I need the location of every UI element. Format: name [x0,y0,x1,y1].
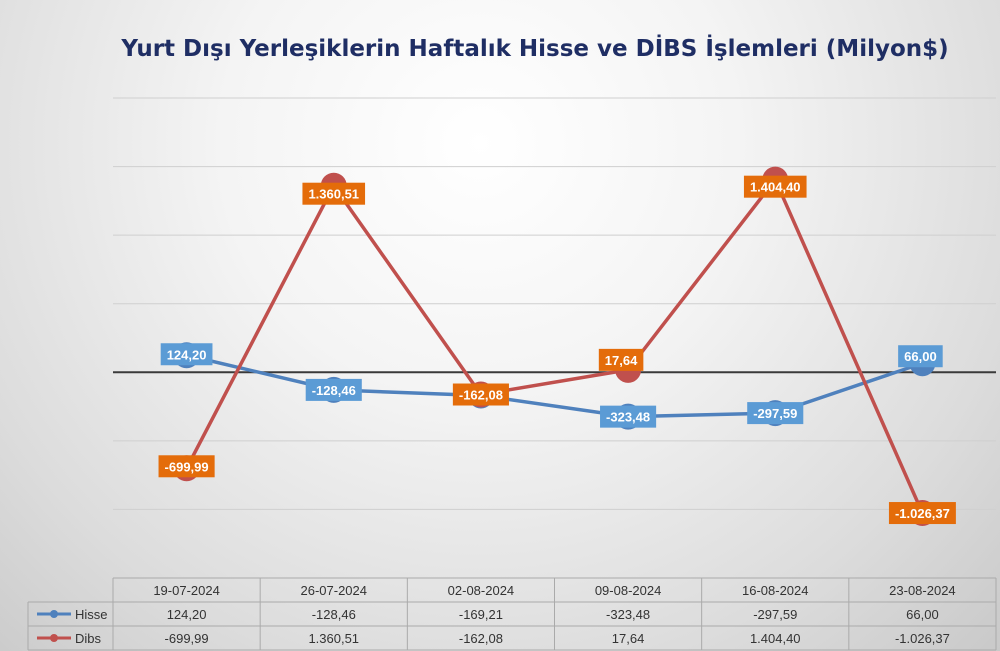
data-label-hisse: -297,59 [747,402,804,425]
table-cell: -297,59 [753,607,797,622]
data-label-hisse: 124,20 [160,343,213,366]
data-label-text: -297,59 [753,406,797,421]
table-cell: -699,99 [165,631,209,646]
x-tick-label: 19-07-2024 [153,583,220,598]
x-tick-label: 16-08-2024 [742,583,809,598]
table-cell: -169,21 [459,607,503,622]
data-label-text: -1.026,37 [895,506,950,521]
table-cell: 1.360,51 [308,631,359,646]
data-label-dibs: -699,99 [158,455,215,478]
data-label-hisse: -323,48 [600,405,657,428]
data-label-box [743,175,807,198]
data-label-text: 1.360,51 [308,187,359,202]
table-cell: -162,08 [459,631,503,646]
legend-key-marker-hisse [50,610,58,618]
data-label-dibs: 1.404,40 [743,175,807,198]
table-cell: 66,00 [906,607,939,622]
legend-label-hisse: Hisse [75,607,108,622]
data-label-text: -128,46 [312,383,356,398]
series-line-dibs [185,177,925,514]
data-label-box [600,405,657,428]
data-label-dibs: 17,64 [598,348,644,371]
series-line-hisse [186,353,923,419]
data-label-dibs: 1.360,51 [302,182,366,205]
table-cell: -323,48 [606,607,650,622]
data-label-text: 66,00 [904,349,937,364]
data-label-box [452,383,509,406]
table-cell: 1.404,40 [750,631,801,646]
data-label-box [888,502,956,525]
x-tick-label: 26-07-2024 [301,583,368,598]
table-cell: -1.026,37 [895,631,950,646]
data-label-box [598,348,644,371]
x-tick-label: 09-08-2024 [595,583,662,598]
data-label-box [747,402,804,425]
chart-title: Yurt Dışı Yerleşiklerin Haftalık Hisse v… [121,36,949,62]
data-label-hisse: -128,46 [305,378,362,401]
data-label-box [158,455,215,478]
x-tick-label: 23-08-2024 [889,583,956,598]
data-label-box [302,182,366,205]
data-label-box [160,343,213,366]
data-label-text: 124,20 [167,347,207,362]
legend-key-marker-dibs [50,634,58,642]
table-cell: 17,64 [612,631,645,646]
data-label-text: -323,48 [606,410,650,425]
data-label-box [898,345,943,368]
legend-label-dibs: Dibs [75,631,102,646]
data-label-dibs: -162,08 [452,383,509,406]
table-cell: 124,20 [167,607,207,622]
data-label-hisse: 66,00 [898,345,943,368]
table-cell: -128,46 [312,607,356,622]
data-label-dibs: -1.026,37 [888,502,956,525]
x-tick-label: 02-08-2024 [448,583,515,598]
data-label-text: -162,08 [459,388,503,403]
data-label-text: 17,64 [605,353,638,368]
data-label-text: -699,99 [165,459,209,474]
data-label-box [305,378,362,401]
data-label-text: 1.404,40 [750,180,801,195]
